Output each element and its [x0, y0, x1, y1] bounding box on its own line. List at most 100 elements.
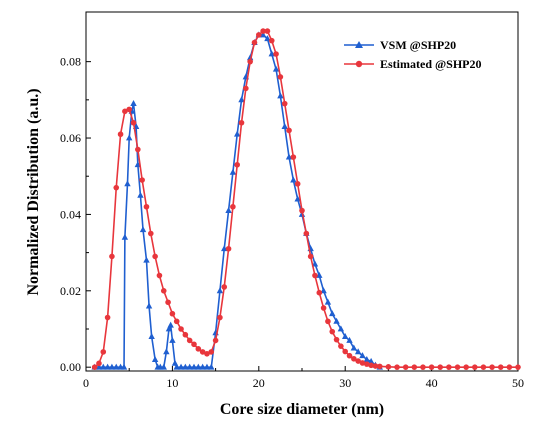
data-point-circle	[372, 363, 379, 369]
legend-label-vsm: VSM @SHP20	[380, 38, 456, 52]
data-point-triangle	[290, 176, 297, 183]
data-point-triangle	[221, 245, 228, 252]
data-point-triangle	[163, 348, 170, 355]
data-point-circle	[152, 253, 158, 260]
data-point-circle	[122, 108, 128, 115]
data-point-triangle	[359, 352, 366, 359]
data-point-triangle	[329, 310, 336, 317]
x-tick-label: 30	[339, 376, 351, 390]
data-point-triangle	[169, 336, 176, 343]
data-point-triangle	[186, 363, 193, 370]
data-point-circle	[351, 355, 357, 362]
y-axis: 0.00 0.02 0.04 0.06 0.08	[60, 55, 91, 374]
data-point-circle	[238, 119, 245, 126]
data-point-circle	[303, 230, 310, 237]
data-point-circle	[169, 310, 176, 317]
data-point-circle	[290, 154, 297, 160]
data-point-triangle	[333, 317, 340, 324]
data-point-circle	[255, 32, 262, 38]
data-point-circle	[100, 349, 107, 355]
data-point-triangle	[173, 363, 180, 370]
y-tick-label: 0.06	[60, 131, 81, 145]
data-point-circle	[126, 106, 132, 113]
data-point-circle	[316, 289, 323, 296]
data-point-circle	[497, 364, 504, 370]
data-point-circle	[355, 358, 361, 364]
data-point-circle	[260, 28, 266, 34]
data-point-circle	[294, 181, 301, 187]
data-point-triangle	[234, 130, 241, 137]
data-point-triangle	[324, 298, 332, 305]
data-point-circle	[230, 203, 236, 210]
x-tick-label: 20	[253, 376, 265, 390]
data-point-circle	[139, 177, 145, 183]
data-point-triangle	[268, 50, 275, 57]
data-point-triangle	[182, 363, 189, 370]
data-point-triangle	[342, 333, 349, 340]
data-point-circle	[234, 161, 240, 168]
data-point-circle	[329, 328, 336, 335]
data-point-circle	[191, 341, 197, 348]
legend-label-estimated: Estimated @SHP20	[380, 57, 482, 71]
data-point-triangle	[165, 325, 173, 332]
data-point-triangle	[316, 271, 323, 278]
data-point-triangle	[320, 287, 327, 294]
x-tick-label: 50	[512, 376, 524, 390]
y-tick-label: 0.04	[60, 207, 81, 221]
data-point-circle	[342, 348, 349, 355]
data-point-circle	[411, 364, 418, 370]
data-point-triangle	[208, 363, 215, 370]
data-point-circle	[135, 146, 141, 153]
data-point-triangle	[346, 336, 353, 343]
data-point-triangle	[190, 363, 198, 370]
data-point-circle	[277, 74, 284, 80]
data-point-circle	[195, 346, 202, 352]
data-point-circle	[333, 336, 340, 343]
series-line	[94, 34, 381, 368]
data-point-triangle	[203, 363, 211, 370]
data-point-circle	[199, 349, 206, 355]
data-point-circle	[281, 100, 288, 107]
data-point-triangle	[285, 153, 293, 160]
data-point-triangle	[367, 357, 375, 364]
data-point-circle	[312, 272, 318, 279]
data-point-circle	[264, 28, 271, 34]
data-point-triangle	[148, 333, 155, 340]
data-point-triangle	[272, 65, 280, 72]
data-point-triangle	[113, 363, 120, 370]
data-point-circle	[446, 364, 452, 370]
data-point-triangle	[294, 195, 301, 202]
data-point-triangle	[120, 363, 128, 370]
data-point-triangle	[195, 363, 202, 370]
data-point-circle	[212, 337, 219, 344]
data-point-circle	[208, 349, 215, 355]
data-point-circle	[385, 363, 392, 370]
data-point-circle	[251, 39, 258, 46]
data-point-circle	[221, 284, 228, 290]
data-point-circle	[96, 360, 102, 367]
data-point-circle	[113, 184, 120, 191]
data-point-triangle	[199, 363, 206, 370]
y-tick-label: 0.08	[60, 55, 81, 69]
series-layer	[91, 28, 521, 370]
legend-entry-vsm: VSM @SHP20	[344, 38, 456, 52]
data-point-circle	[130, 119, 137, 126]
legend-circle-marker	[355, 60, 363, 68]
data-point-triangle	[160, 363, 167, 370]
data-point-triangle	[337, 325, 345, 332]
data-point-circle	[506, 364, 513, 370]
data-point-triangle	[354, 348, 362, 355]
y-axis-title: Normalized Distribution (a.u.)	[25, 88, 42, 295]
data-point-triangle	[350, 344, 358, 351]
data-point-circle	[117, 131, 124, 138]
data-point-circle	[109, 253, 115, 260]
data-point-circle	[394, 364, 400, 370]
data-point-triangle	[229, 168, 237, 175]
data-point-triangle	[281, 122, 288, 129]
data-point-triangle	[121, 233, 129, 240]
data-point-circle	[225, 245, 232, 252]
data-point-circle	[148, 230, 154, 237]
x-tick-label: 0	[83, 376, 89, 390]
series-estimated	[91, 28, 521, 370]
y-tick-label: 0.00	[60, 360, 81, 374]
